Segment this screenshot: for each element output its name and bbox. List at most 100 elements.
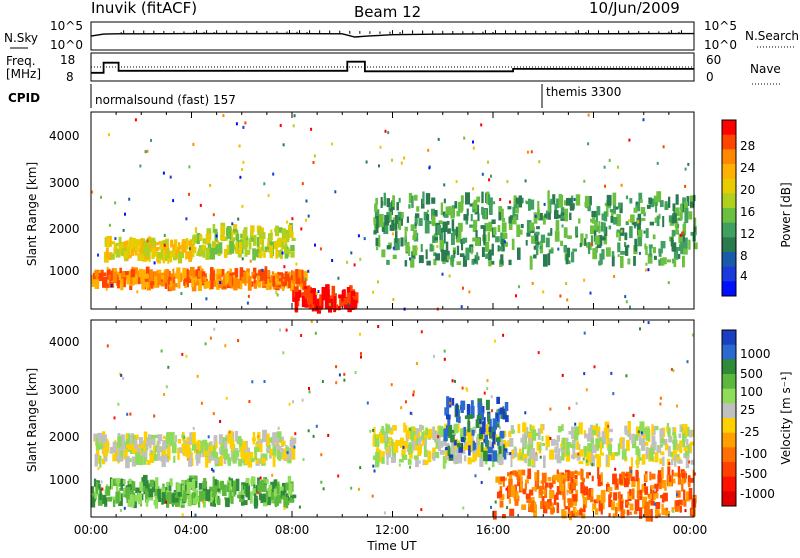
heatmap-cell: [655, 202, 658, 213]
heatmap-cell: [475, 238, 480, 246]
heatmap-cell: [141, 443, 146, 452]
heatmap-cell: [257, 275, 260, 281]
power-y-tick-1000: 1000: [49, 264, 80, 278]
heatmap-cell: [471, 459, 475, 463]
heatmap-cell: [533, 453, 538, 461]
heatmap-cell: [643, 212, 646, 217]
heatmap-cell: [431, 215, 436, 227]
heatmap-cell: [144, 278, 149, 282]
heatmap-cell: [372, 455, 376, 460]
heatmap-cell: [420, 508, 423, 512]
power-cbar-tick-24: 24: [740, 161, 755, 175]
heatmap-cell: [625, 374, 628, 378]
heatmap-cell: [531, 487, 537, 491]
heatmap-cell: [181, 240, 187, 253]
heatmap-cell: [131, 248, 135, 256]
heatmap-cell: [113, 416, 116, 420]
heatmap-cell: [678, 433, 682, 439]
heatmap-cell: [273, 242, 279, 247]
heatmap-cell: [500, 476, 505, 482]
heatmap-cell: [194, 227, 198, 233]
heatmap-cell: [557, 448, 561, 460]
heatmap-cell: [163, 490, 168, 503]
heatmap-cell: [408, 192, 413, 204]
heatmap-cell: [205, 457, 209, 468]
heatmap-cell: [189, 275, 193, 280]
heatmap-cell: [472, 140, 474, 144]
colorbar-swatch: [722, 403, 736, 419]
heatmap-cell: [239, 175, 242, 179]
heatmap-cell: [167, 365, 170, 369]
heatmap-cell: [643, 482, 646, 486]
heatmap-cell: [248, 238, 252, 250]
velocity-colorbar: [722, 330, 736, 507]
heatmap-cell: [660, 438, 665, 444]
heatmap-cell: [123, 249, 128, 259]
heatmap-cell: [172, 249, 176, 257]
heatmap-cell: [408, 442, 413, 455]
heatmap-cell: [656, 446, 662, 454]
heatmap-cell: [251, 437, 256, 441]
heatmap-cell: [667, 445, 671, 457]
heatmap-cell: [457, 452, 463, 464]
heatmap-cell: [181, 434, 185, 438]
heatmap-cell: [400, 161, 403, 165]
heatmap-cell: [307, 429, 310, 433]
heatmap-cell: [536, 241, 540, 245]
heatmap-cell: [186, 268, 189, 279]
heatmap-cell: [353, 299, 358, 307]
heatmap-cell: [392, 298, 395, 301]
heatmap-cell: [501, 217, 506, 222]
heatmap-cell: [586, 488, 591, 501]
freq-series-path: [91, 60, 694, 74]
heatmap-cell: [531, 429, 537, 441]
heatmap-cell: [415, 430, 419, 434]
heatmap-cell: [195, 496, 200, 503]
heatmap-cell: [445, 206, 450, 215]
heatmap-cell: [156, 269, 162, 276]
heatmap-cell: [237, 494, 241, 499]
heatmap-cell: [293, 445, 296, 449]
heatmap-cell: [686, 196, 690, 206]
heatmap-cell: [149, 269, 153, 282]
heatmap-cell: [327, 433, 330, 437]
heatmap-cell: [503, 450, 507, 460]
heatmap-cell: [554, 453, 558, 460]
heatmap-cell: [321, 292, 324, 298]
heatmap-cell: [415, 362, 418, 365]
heatmap-cell: [122, 247, 127, 252]
heatmap-cell: [191, 279, 197, 292]
heatmap-cell: [422, 191, 425, 204]
heatmap-cell: [163, 435, 166, 439]
heatmap-cell: [567, 235, 572, 239]
heatmap-cell: [196, 253, 199, 256]
heatmap-cell: [482, 436, 485, 441]
heatmap-cell: [435, 253, 441, 261]
heatmap-cell: [683, 223, 687, 236]
heatmap-cell: [144, 280, 149, 288]
heatmap-cell: [488, 221, 493, 232]
heatmap-cell: [255, 458, 259, 464]
heatmap-cell: [284, 245, 287, 254]
heatmap-cell: [100, 195, 102, 199]
heatmap-cell: [683, 489, 686, 501]
heatmap-cell: [525, 479, 529, 484]
heatmap-cell: [612, 513, 616, 518]
heatmap-cell: [371, 494, 374, 498]
heatmap-cell: [681, 231, 684, 235]
heatmap-cell: [509, 508, 515, 516]
heatmap-cell: [456, 423, 460, 433]
heatmap-cell: [244, 121, 247, 125]
heatmap-cell: [691, 429, 694, 437]
heatmap-cell: [366, 401, 369, 405]
x-tick-6: 00:00: [673, 523, 708, 537]
heatmap-cell: [213, 280, 218, 287]
heatmap-cell: [601, 431, 605, 441]
heatmap-cell: [580, 468, 583, 480]
heatmap-cell: [181, 443, 186, 452]
heatmap-cell: [681, 427, 684, 432]
heatmap-cell: [534, 233, 539, 244]
heatmap-cell: [513, 195, 517, 207]
heatmap-cell: [127, 255, 132, 259]
heatmap-cell: [126, 272, 130, 285]
